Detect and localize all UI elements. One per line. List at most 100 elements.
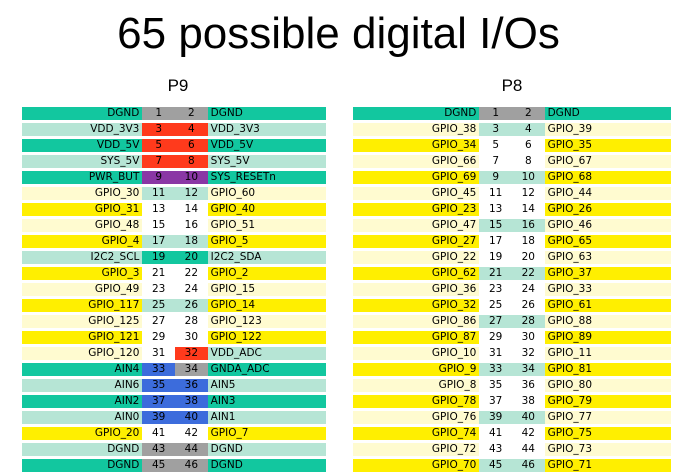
p9-signal-right: GPIO_5 <box>207 235 326 248</box>
p8-pin-number-right: 6 <box>511 139 545 152</box>
p9-pin-table: DGND 1 2 DGND VDD_3V3 3 4 VDD_3V3 VDD_5V 5 6 VDD_5V… <box>22 104 326 475</box>
p8-pin-number-right: 38 <box>511 395 545 408</box>
p9-pin-row: AIN6 35 36 AIN5 <box>22 379 326 392</box>
p8-signal-left: GPIO_10 <box>353 347 480 360</box>
p8-signal-right: GPIO_26 <box>544 203 671 216</box>
p8-pin-number-left: 35 <box>479 379 512 392</box>
p9-pin-row: GPIO_117 25 26 GPIO_14 <box>22 299 326 312</box>
p9-pin-number-left: 43 <box>142 443 176 456</box>
p8-signal-left: DGND <box>353 107 480 120</box>
p9-pin-number-left: 45 <box>142 459 176 472</box>
p8-pin-number-right: 36 <box>511 379 545 392</box>
p9-signal-left: VDD_3V3 <box>22 123 143 136</box>
p9-pin-number-right: 20 <box>175 251 208 264</box>
p9-signal-right: GPIO_40 <box>207 203 326 216</box>
p9-pin-number-left: 1 <box>142 107 176 120</box>
p8-pin-number-left: 7 <box>479 155 512 168</box>
p9-signal-left: GPIO_49 <box>22 283 143 296</box>
p8-pin-number-right: 8 <box>511 155 545 168</box>
p9-signal-right: AIN5 <box>207 379 326 392</box>
p8-signal-left: GPIO_74 <box>353 427 480 440</box>
p9-pin-number-left: 39 <box>142 411 176 424</box>
p9-signal-right: DGND <box>207 443 326 456</box>
p9-pin-number-left: 11 <box>142 187 176 200</box>
p9-signal-left: GPIO_117 <box>22 299 143 312</box>
page-title: 65 possible digital I/Os <box>117 9 560 58</box>
p8-pin-row: GPIO_45 11 12 GPIO_44 <box>353 187 671 200</box>
p8-pin-number-left: 9 <box>479 171 512 184</box>
p9-pin-number-left: 41 <box>142 427 176 440</box>
p8-pin-number-left: 33 <box>479 363 512 376</box>
p8-signal-left: GPIO_70 <box>353 459 480 472</box>
p9-pin-row: GPIO_48 15 16 GPIO_51 <box>22 219 326 232</box>
p9-pin-number-right: 26 <box>175 299 208 312</box>
p9-signal-left: AIN2 <box>22 395 143 408</box>
p8-pin-row: DGND 1 2 DGND <box>353 107 671 120</box>
p9-pin-number-left: 9 <box>142 171 176 184</box>
p8-pin-row: GPIO_27 17 18 GPIO_65 <box>353 235 671 248</box>
p9-signal-left: GPIO_3 <box>22 267 143 280</box>
p8-pin-number-right: 10 <box>511 171 545 184</box>
p8-pin-row: GPIO_36 23 24 GPIO_33 <box>353 283 671 296</box>
p9-pin-number-right: 30 <box>175 331 208 344</box>
p9-signal-right: VDD_3V3 <box>207 123 326 136</box>
p9-pin-number-left: 7 <box>142 155 176 168</box>
p8-signal-right: GPIO_88 <box>544 315 671 328</box>
p8-signal-left: GPIO_22 <box>353 251 480 264</box>
p9-signal-right: DGND <box>207 107 326 120</box>
p8-signal-left: GPIO_76 <box>353 411 480 424</box>
p8-pin-number-left: 25 <box>479 299 512 312</box>
p8-pin-number-left: 37 <box>479 395 512 408</box>
p8-pin-number-left: 21 <box>479 267 512 280</box>
p8-signal-left: GPIO_23 <box>353 203 480 216</box>
p8-pin-row: GPIO_47 15 16 GPIO_46 <box>353 219 671 232</box>
p9-pin-number-right: 14 <box>175 203 208 216</box>
p9-signal-left: GPIO_120 <box>22 347 143 360</box>
p9-pin-row: AIN4 33 34 GNDA_ADC <box>22 363 326 376</box>
p8-pin-number-right: 18 <box>511 235 545 248</box>
p9-pin-row: PWR_BUT 9 10 SYS_RESETn <box>22 171 326 184</box>
p9-pin-number-right: 40 <box>175 411 208 424</box>
p8-pin-row: GPIO_9 33 34 GPIO_81 <box>353 363 671 376</box>
p8-signal-right: GPIO_80 <box>544 379 671 392</box>
p9-signal-left: GPIO_31 <box>22 203 143 216</box>
p8-pin-number-left: 45 <box>479 459 512 472</box>
p8-signal-right: GPIO_81 <box>544 363 671 376</box>
p8-pin-number-left: 41 <box>479 427 512 440</box>
p9-signal-right: GPIO_123 <box>207 315 326 328</box>
p8-signal-right: GPIO_46 <box>544 219 671 232</box>
p8-signal-left: GPIO_27 <box>353 235 480 248</box>
p9-pin-number-left: 23 <box>142 283 176 296</box>
p8-pin-row: GPIO_76 39 40 GPIO_77 <box>353 411 671 424</box>
p9-signal-left: I2C2_SCL <box>22 251 143 264</box>
p9-pin-number-left: 25 <box>142 299 176 312</box>
p9-signal-left: AIN6 <box>22 379 143 392</box>
p8-pin-number-left: 43 <box>479 443 512 456</box>
p9-pin-number-left: 17 <box>142 235 176 248</box>
p9-signal-left: GPIO_20 <box>22 427 143 440</box>
p8-pin-number-right: 28 <box>511 315 545 328</box>
p9-pin-row: GPIO_125 27 28 GPIO_123 <box>22 315 326 328</box>
p8-pin-number-left: 13 <box>479 203 512 216</box>
p9-pin-number-left: 19 <box>142 251 176 264</box>
p8-pin-number-right: 20 <box>511 251 545 264</box>
p8-pin-row: GPIO_78 37 38 GPIO_79 <box>353 395 671 408</box>
p9-pin-row: VDD_3V3 3 4 VDD_3V3 <box>22 123 326 136</box>
p8-pin-number-right: 14 <box>511 203 545 216</box>
p9-signal-right: GPIO_60 <box>207 187 326 200</box>
p9-pin-number-right: 18 <box>175 235 208 248</box>
p8-signal-left: GPIO_86 <box>353 315 480 328</box>
p8-signal-right: GPIO_79 <box>544 395 671 408</box>
p9-pin-row: DGND 43 44 DGND <box>22 443 326 456</box>
p8-signal-left: GPIO_38 <box>353 123 480 136</box>
p8-pin-number-left: 19 <box>479 251 512 264</box>
p8-pin-number-left: 3 <box>479 123 512 136</box>
p8-signal-right: GPIO_65 <box>544 235 671 248</box>
header-p8-label: P8 <box>501 76 523 95</box>
p9-signal-left: SYS_5V <box>22 155 143 168</box>
p8-pin-number-right: 46 <box>511 459 545 472</box>
p9-pin-number-right: 16 <box>175 219 208 232</box>
p9-pin-number-left: 33 <box>142 363 176 376</box>
p9-pin-number-right: 36 <box>175 379 208 392</box>
p9-pin-number-right: 42 <box>175 427 208 440</box>
